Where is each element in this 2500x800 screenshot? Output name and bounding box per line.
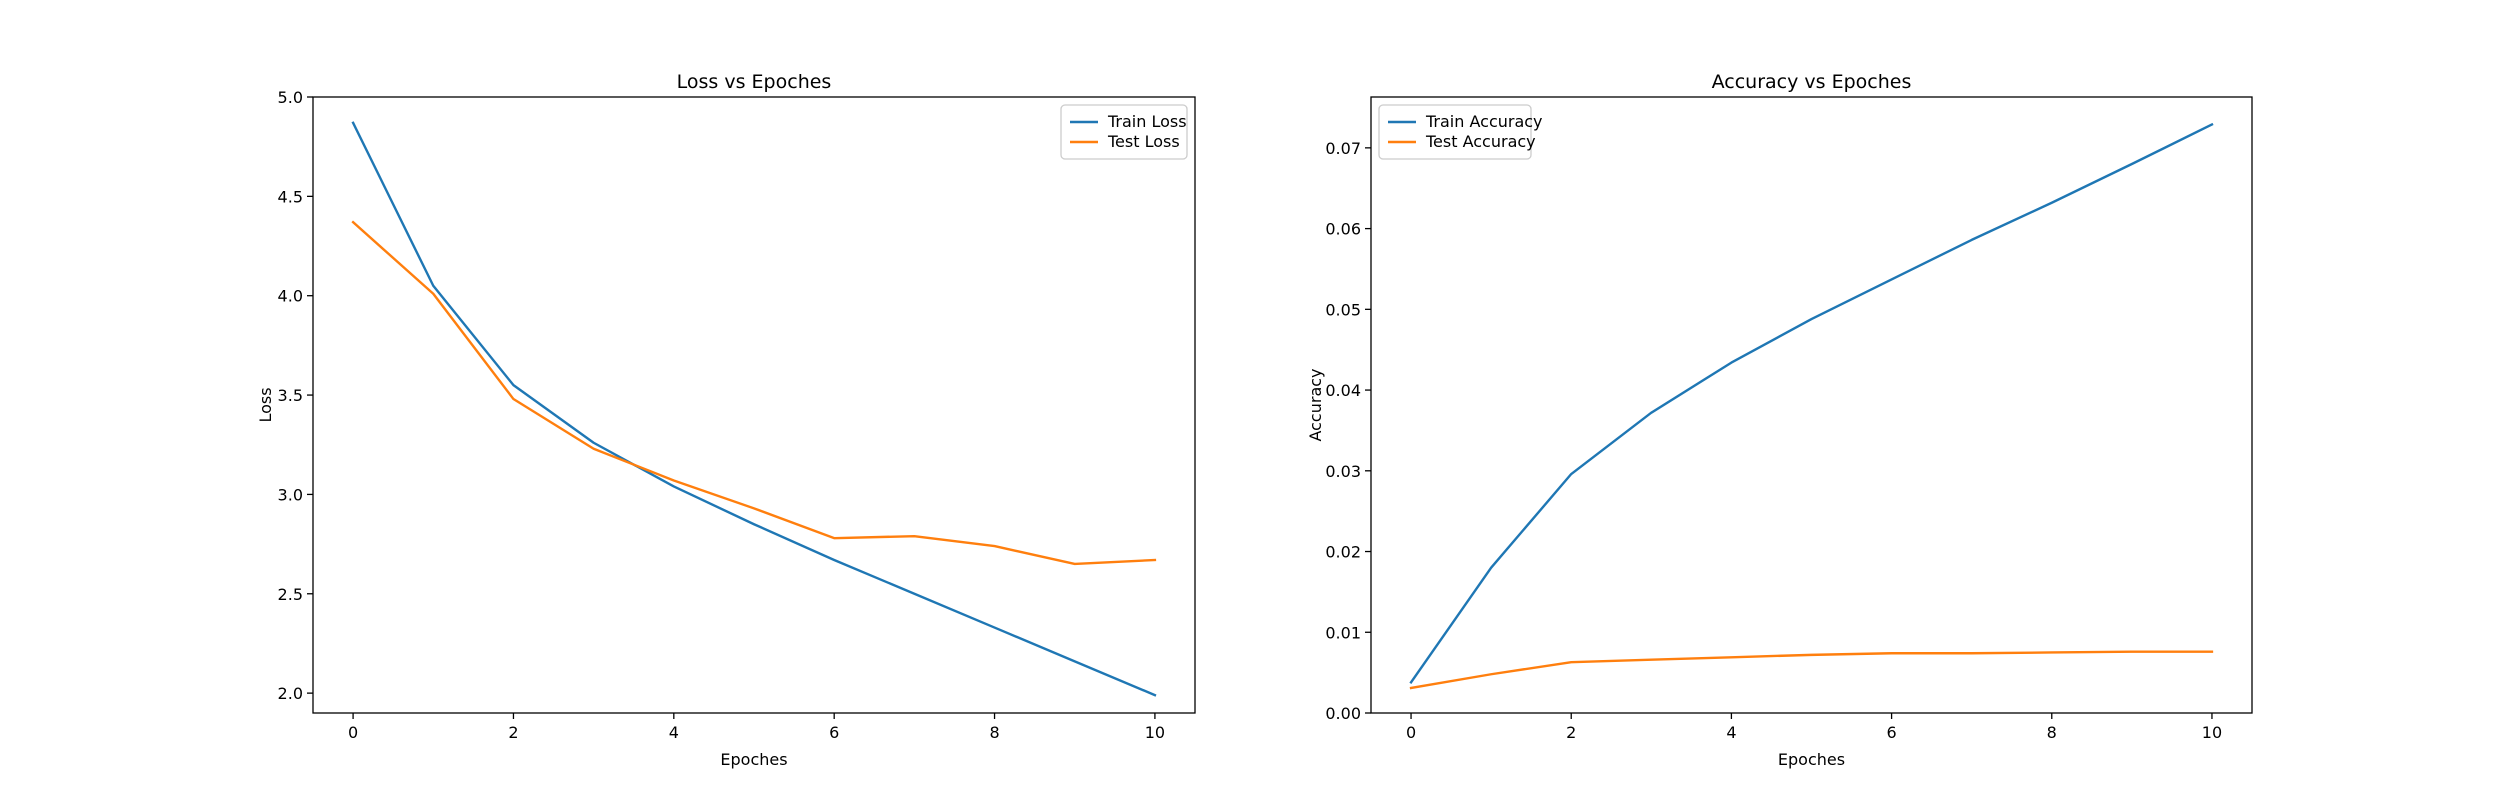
x-axis-label: Epoches — [720, 750, 787, 769]
series-lines — [351, 121, 1157, 697]
y-tick-label: 2.0 — [278, 684, 303, 703]
y-tick-label: 4.5 — [278, 187, 303, 206]
y-axis: 0.00 0.01 0.02 0.03 0.04 0.05 0.06 0.07 Accuracy — [1306, 139, 1371, 723]
y-tick-label: 0.04 — [1325, 381, 1361, 400]
series-line-train-accuracy — [1409, 122, 2214, 684]
chart-title: Loss vs Epoches — [677, 71, 832, 93]
x-tick-label: 8 — [989, 723, 999, 742]
y-tick-label: 0.05 — [1325, 300, 1361, 319]
y-tick-label: 5.0 — [278, 88, 303, 107]
y-tick-label: 0.07 — [1325, 139, 1361, 158]
chart-title: Accuracy vs Epoches — [1712, 71, 1912, 93]
plot-frame — [312, 96, 1196, 714]
x-axis: 0 2 4 6 8 10 Epoches — [348, 713, 1165, 769]
x-tick-label: 0 — [348, 723, 358, 742]
legend-label-train-accuracy: Train Accuracy — [1425, 112, 1543, 131]
y-tick-label: 0.02 — [1325, 543, 1361, 562]
y-tick-label: 0.01 — [1325, 623, 1361, 642]
x-tick-label: 8 — [2047, 723, 2057, 742]
y-axis-label: Accuracy — [1306, 368, 1325, 441]
x-tick-label: 10 — [2202, 723, 2222, 742]
plot-frame — [1370, 96, 2253, 714]
x-axis: 0 2 4 6 8 10 Epoches — [1406, 713, 2222, 769]
y-axis: 2.0 2.5 3.0 3.5 4.0 4.5 5.0 Loss — [256, 88, 313, 703]
series-lines — [1409, 122, 2214, 690]
x-tick-label: 4 — [1726, 723, 1736, 742]
y-tick-label: 2.5 — [278, 585, 303, 604]
y-tick-label: 3.5 — [278, 386, 303, 405]
legend-label-test-accuracy: Test Accuracy — [1425, 132, 1536, 151]
x-tick-label: 2 — [1566, 723, 1576, 742]
y-axis-label: Loss — [256, 387, 275, 422]
x-tick-label: 4 — [669, 723, 679, 742]
y-tick-label: 3.0 — [278, 485, 303, 504]
y-tick-label: 0.00 — [1325, 704, 1361, 723]
legend-box — [1060, 104, 1188, 160]
y-tick-label: 0.06 — [1325, 220, 1361, 239]
y-tick-label: 0.03 — [1325, 462, 1361, 481]
chart-panel-1: Loss vs Epoches 0 2 4 6 8 10 Epoches 2.0 2.5 3.0 3.… — [256, 71, 1196, 769]
legend-label-test-loss: Test Loss — [1107, 132, 1180, 151]
x-axis-label: Epoches — [1778, 750, 1845, 769]
x-tick-label: 0 — [1406, 723, 1416, 742]
series-line-train-loss — [351, 121, 1157, 697]
panels: Loss vs Epoches 0 2 4 6 8 10 Epoches 2.0 2.5 3.0 3.… — [256, 71, 2253, 769]
x-tick-label: 6 — [1886, 723, 1896, 742]
y-tick-label: 4.0 — [278, 287, 303, 306]
x-tick-label: 6 — [829, 723, 839, 742]
x-tick-label: 2 — [508, 723, 518, 742]
legend-box — [1378, 104, 1532, 160]
legend-label-train-loss: Train Loss — [1107, 112, 1187, 131]
x-tick-label: 10 — [1145, 723, 1165, 742]
series-line-test-accuracy — [1409, 650, 2214, 690]
series-line-test-loss — [351, 220, 1157, 566]
